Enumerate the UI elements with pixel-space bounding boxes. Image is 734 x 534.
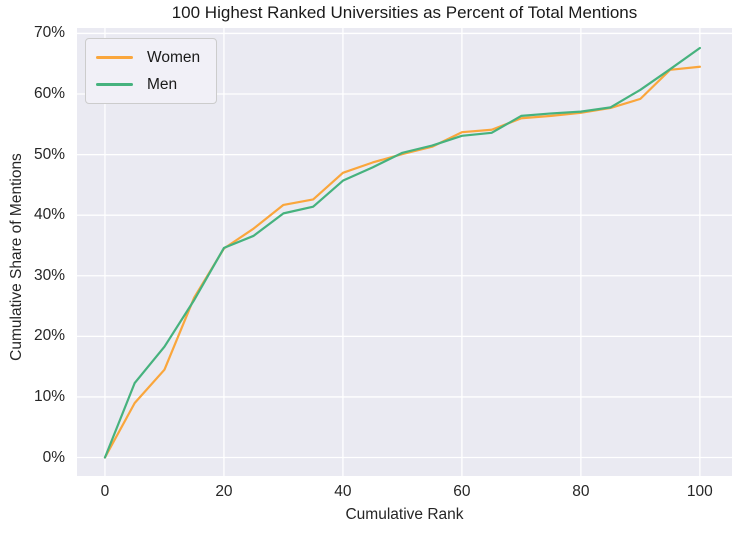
x-tick-label: 100	[686, 483, 713, 500]
legend-label: Women	[147, 48, 201, 66]
y-tick-label: 70%	[33, 24, 65, 42]
x-tick-label: 40	[334, 483, 352, 500]
y-tick-label: 20%	[33, 327, 65, 345]
x-tick-label: 20	[215, 483, 233, 500]
x-tick-label: 80	[572, 483, 590, 500]
legend-line-swatch	[96, 56, 133, 59]
y-tick-label: 10%	[33, 387, 65, 405]
plot-area: Women Men	[77, 28, 732, 476]
y-tick-label: 0%	[42, 448, 65, 466]
legend-item-women: Women	[96, 44, 200, 71]
series-line-men	[103, 46, 701, 459]
y-tick-label: 40%	[33, 206, 65, 224]
plot-canvas	[77, 28, 732, 476]
y-tick-label: 30%	[33, 266, 65, 284]
x-axis-label: Cumulative Rank	[345, 506, 464, 523]
x-tick-label: 60	[453, 483, 471, 500]
x-tick-label: 0	[100, 483, 110, 500]
legend: Women Men	[85, 38, 218, 104]
legend-item-men: Men	[96, 71, 200, 98]
legend-label: Men	[147, 75, 178, 93]
y-tick-label: 60%	[33, 85, 65, 103]
legend-line-swatch	[96, 83, 133, 86]
y-tick-label: 50%	[33, 145, 65, 163]
series-line-women	[103, 65, 701, 459]
chart-title: 100 Highest Ranked Universities as Perce…	[171, 3, 638, 22]
